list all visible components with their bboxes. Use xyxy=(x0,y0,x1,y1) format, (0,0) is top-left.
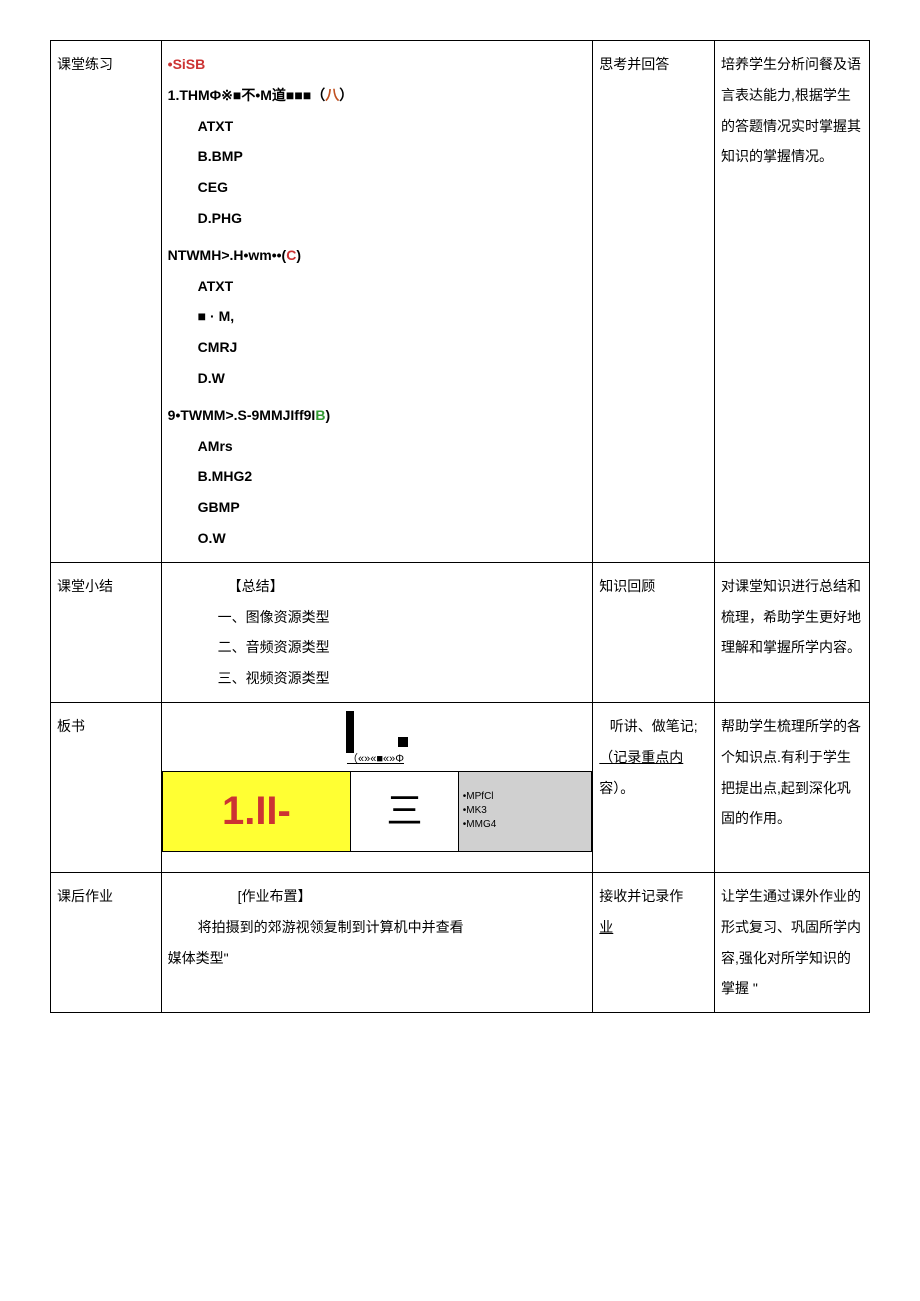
board-activity-l3: 容）。 xyxy=(599,773,708,804)
exercise-content: •SiSB 1.THMΦ※■不•M道■■■（八） ATXT B.BMP CEG … xyxy=(161,41,593,563)
q3-opt-b: B.MHG2 xyxy=(168,461,587,492)
summary-label: 课堂小结 xyxy=(51,562,162,702)
q1-opt-c: CEG xyxy=(168,172,587,203)
q1-stem: 1.THMΦ※■不•M道■■■（八） xyxy=(168,80,587,111)
exercise-activity: 思考并回答 xyxy=(593,41,715,563)
board-label: 板书 xyxy=(51,702,162,872)
diagram-caption: （«»«■«»Φ xyxy=(307,753,447,766)
row-board: 板书 （«»«■«»Φ 1.II- 三 •MPfCl •MK3 •M xyxy=(51,702,870,872)
summary-item3: 三、视频资源类型 xyxy=(168,663,587,694)
row-exercise: 课堂练习 •SiSB 1.THMΦ※■不•M道■■■（八） ATXT B.BMP… xyxy=(51,41,870,563)
q1-opt-a: ATXT xyxy=(168,111,587,142)
dc3-line3: •MMG4 xyxy=(463,818,497,832)
dc3-line1: •MPfCl xyxy=(463,790,494,804)
homework-activity: 接收并记录作 业 xyxy=(593,872,715,1012)
q1-opt-d: D.PHG xyxy=(168,203,587,234)
diagram-row: 1.II- 三 •MPfCl •MK3 •MMG4 xyxy=(162,771,593,852)
summary-heading: 【总结】 xyxy=(168,571,587,602)
diagram-cell-2: 三 xyxy=(351,772,459,852)
diagram-top: （«»«■«»Φ xyxy=(162,711,593,771)
board-diagram: （«»«■«»Φ 1.II- 三 •MPfCl •MK3 •MMG4 xyxy=(162,711,593,852)
q1-opt-b: B.BMP xyxy=(168,141,587,172)
diagram-cell-3: •MPfCl •MK3 •MMG4 xyxy=(459,772,592,852)
row-summary: 课堂小结 【总结】 一、图像资源类型 二、音频资源类型 三、视频资源类型 知识回… xyxy=(51,562,870,702)
board-content: （«»«■«»Φ 1.II- 三 •MPfCl •MK3 •MMG4 xyxy=(161,702,593,872)
lesson-plan-table: 课堂练习 •SiSB 1.THMΦ※■不•M道■■■（八） ATXT B.BMP… xyxy=(50,40,870,1013)
homework-activity-l1: 接收并记录作 xyxy=(599,881,708,912)
exercise-label: 课堂练习 xyxy=(51,41,162,563)
summary-item1: 一、图像资源类型 xyxy=(168,602,587,633)
board-activity: 听讲、做笔记; （记录重点内 容）。 xyxy=(593,702,715,872)
homework-body1: 将拍摄到的郊游视领复制到计算机中并查看 xyxy=(168,912,587,943)
homework-body2: 媒体类型" xyxy=(168,943,587,974)
summary-purpose: 对课堂知识进行总结和梳理，希助学生更好地理解和掌握所学内容。 xyxy=(715,562,870,702)
board-activity-l2: （记录重点内 xyxy=(599,742,708,773)
q3-opt-a: AMrs xyxy=(168,431,587,462)
q3-opt-d: O.W xyxy=(168,523,587,554)
diagram-square-icon xyxy=(398,737,408,747)
exercise-purpose: 培养学生分析问餐及语言表达能力,根据学生的答题情况实时掌握其知识的掌握情况。 xyxy=(715,41,870,563)
sisb-label: •SiSB xyxy=(168,49,587,80)
homework-activity-l2: 业 xyxy=(599,912,708,943)
homework-content: [作业布置】 将拍摄到的郊游视领复制到计算机中并查看 媒体类型" xyxy=(161,872,593,1012)
q2-opt-b: ■ · M, xyxy=(168,301,587,332)
q3-opt-c: GBMP xyxy=(168,492,587,523)
diagram-bar-icon xyxy=(346,711,354,753)
board-purpose: 帮助学生梳理所学的各个知识点.有利于学生把提出点,起到深化巩固的作用。 xyxy=(715,702,870,872)
dc3-line2: •MK3 xyxy=(463,804,487,818)
q2-opt-c: CMRJ xyxy=(168,332,587,363)
summary-activity: 知识回顾 xyxy=(593,562,715,702)
q2-stem: NTWMH>.H•wm••(C) xyxy=(168,240,587,271)
summary-content: 【总结】 一、图像资源类型 二、音频资源类型 三、视频资源类型 xyxy=(161,562,593,702)
homework-purpose: 让学生通过课外作业的形式复习、巩固所学内容,强化对所学知识的掌握 " xyxy=(715,872,870,1012)
q3-stem: 9•TWMM>.S-9MMJIff9IB) xyxy=(168,400,587,431)
homework-heading: [作业布置】 xyxy=(168,881,587,912)
summary-item2: 二、音频资源类型 xyxy=(168,632,587,663)
diagram-cell-1: 1.II- xyxy=(162,772,351,852)
q2-opt-a: ATXT xyxy=(168,271,587,302)
row-homework: 课后作业 [作业布置】 将拍摄到的郊游视领复制到计算机中并查看 媒体类型" 接收… xyxy=(51,872,870,1012)
homework-label: 课后作业 xyxy=(51,872,162,1012)
q2-opt-d: D.W xyxy=(168,363,587,394)
board-activity-l1: 听讲、做笔记; xyxy=(599,711,708,742)
